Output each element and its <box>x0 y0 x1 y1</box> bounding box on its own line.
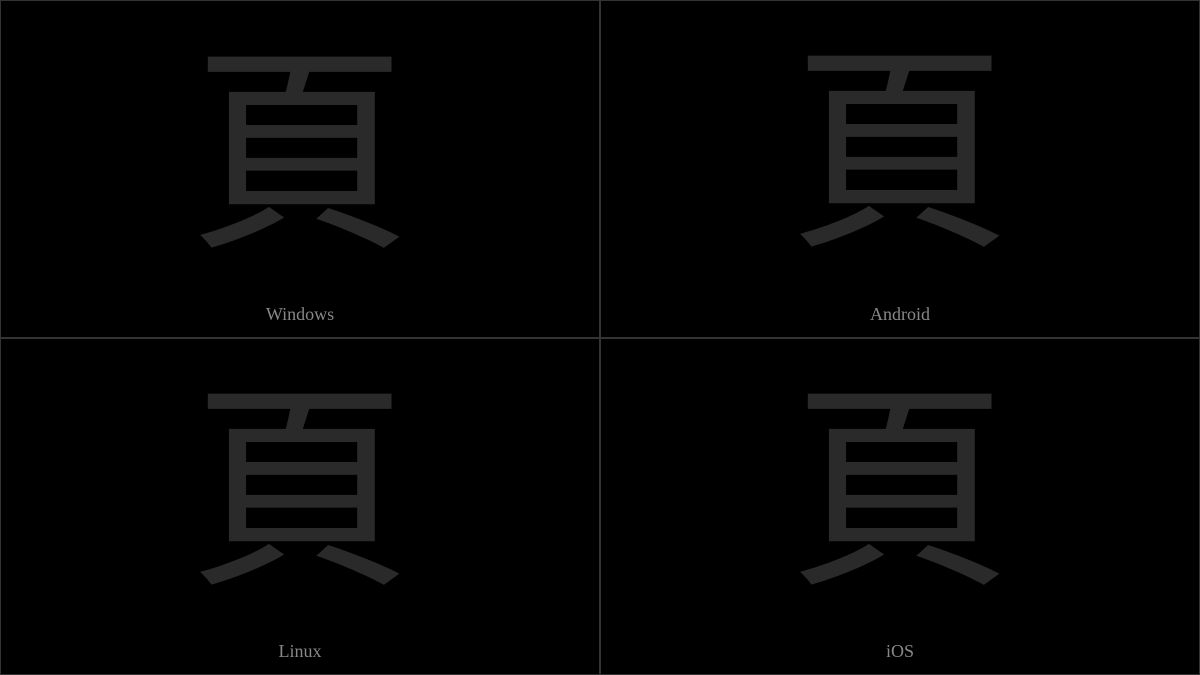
platform-label: Android <box>870 304 930 325</box>
platform-label: Windows <box>266 304 334 325</box>
glyph-character: 頁 <box>190 1 410 307</box>
glyph-panel-ios: 頁 iOS <box>600 338 1200 675</box>
glyph-character: 頁 <box>190 339 410 645</box>
glyph-panel-linux: 頁 Linux <box>0 338 600 675</box>
glyph-panel-windows: 頁 Windows <box>0 0 600 338</box>
glyph-character: 頁 <box>790 1 1010 307</box>
glyph-character: 頁 <box>790 339 1010 645</box>
platform-label: iOS <box>886 641 914 662</box>
glyph-panel-android: 頁 Android <box>600 0 1200 338</box>
platform-label: Linux <box>279 641 322 662</box>
